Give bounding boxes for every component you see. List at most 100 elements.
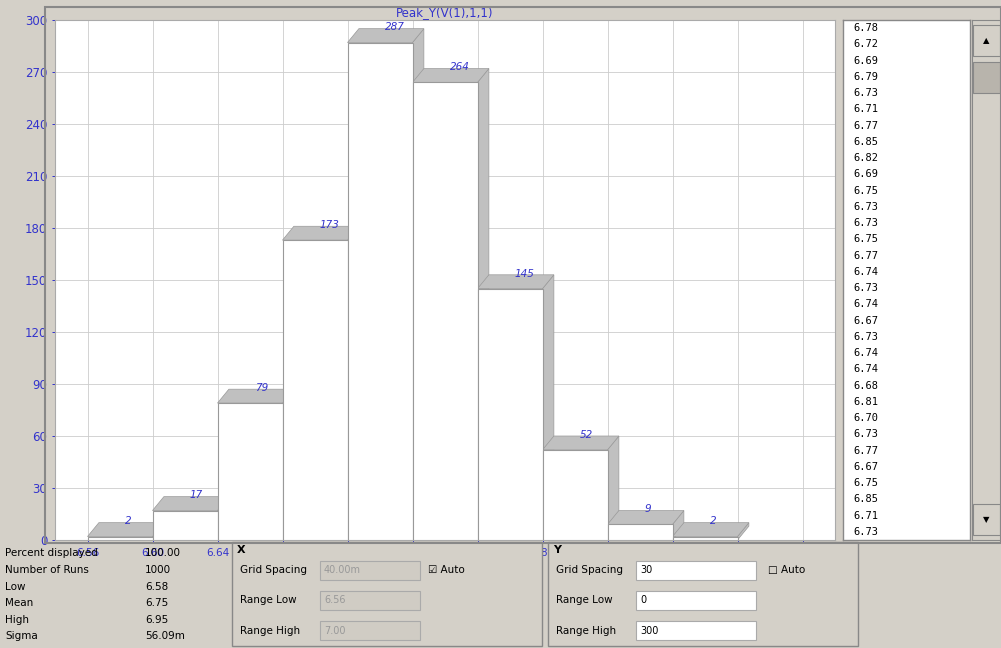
- Polygon shape: [608, 436, 619, 540]
- Text: 56.09m: 56.09m: [145, 631, 185, 642]
- Text: 2: 2: [710, 516, 716, 526]
- Text: 100.00: 100.00: [145, 548, 181, 559]
- Text: Range High: Range High: [240, 626, 300, 636]
- Text: 30: 30: [640, 565, 653, 575]
- Polygon shape: [87, 523, 164, 537]
- Bar: [608, 524, 673, 540]
- Text: High: High: [5, 615, 29, 625]
- Polygon shape: [347, 226, 359, 540]
- Text: 17: 17: [189, 491, 203, 500]
- Bar: [636, 621, 756, 640]
- Bar: [636, 591, 756, 610]
- Text: 79: 79: [254, 383, 268, 393]
- Text: 7.00: 7.00: [324, 626, 345, 636]
- Bar: [320, 561, 420, 580]
- Bar: [282, 240, 347, 540]
- Text: 6.75: 6.75: [145, 598, 168, 608]
- Text: ▼: ▼: [983, 515, 990, 524]
- Text: 6.69: 6.69: [853, 56, 878, 65]
- Polygon shape: [738, 523, 749, 540]
- Bar: [320, 621, 420, 640]
- Bar: [217, 403, 282, 540]
- Text: 6.77: 6.77: [853, 446, 878, 456]
- Text: ▲: ▲: [983, 36, 990, 45]
- Bar: [412, 82, 477, 540]
- Text: 6.77: 6.77: [853, 251, 878, 260]
- Text: Low: Low: [5, 581, 25, 592]
- Text: Range Low: Range Low: [556, 596, 613, 605]
- Text: 264: 264: [449, 62, 469, 73]
- Text: 287: 287: [384, 23, 404, 32]
- Text: 6.75: 6.75: [853, 478, 878, 488]
- Text: 6.67: 6.67: [853, 462, 878, 472]
- Polygon shape: [217, 389, 294, 403]
- Bar: [320, 591, 420, 610]
- Bar: [548, 542, 858, 646]
- Text: □ Auto: □ Auto: [768, 565, 805, 575]
- Text: 6.79: 6.79: [853, 72, 878, 82]
- Text: 6.69: 6.69: [853, 169, 878, 179]
- Bar: [347, 43, 412, 540]
- Text: 9: 9: [645, 504, 652, 515]
- Bar: [973, 503, 1000, 535]
- Text: 6.73: 6.73: [853, 430, 878, 439]
- Polygon shape: [673, 523, 749, 537]
- Title: Peak_Y(V(1),1,1): Peak_Y(V(1),1,1): [396, 6, 493, 19]
- Text: 6.73: 6.73: [853, 88, 878, 98]
- Bar: [673, 537, 738, 540]
- Text: 6.73: 6.73: [853, 283, 878, 293]
- Text: 6.74: 6.74: [853, 364, 878, 375]
- Polygon shape: [608, 511, 684, 524]
- Bar: [636, 561, 756, 580]
- Text: 6.95: 6.95: [145, 615, 168, 625]
- Text: 0: 0: [640, 596, 646, 605]
- Text: 52: 52: [580, 430, 593, 440]
- Text: 40.00m: 40.00m: [324, 565, 361, 575]
- Polygon shape: [673, 511, 684, 540]
- Polygon shape: [217, 496, 229, 540]
- Polygon shape: [152, 523, 164, 540]
- Text: 6.58: 6.58: [145, 581, 168, 592]
- Text: 6.74: 6.74: [853, 348, 878, 358]
- Text: ☑ Auto: ☑ Auto: [428, 565, 464, 575]
- Text: Grid Spacing: Grid Spacing: [556, 565, 623, 575]
- Text: Mean: Mean: [5, 598, 33, 608]
- Polygon shape: [543, 436, 619, 450]
- Text: 6.73: 6.73: [853, 202, 878, 212]
- Polygon shape: [152, 496, 229, 511]
- Text: 6.56: 6.56: [324, 596, 345, 605]
- Bar: [87, 537, 152, 540]
- Text: 6.85: 6.85: [853, 137, 878, 147]
- Polygon shape: [477, 275, 554, 288]
- Text: Y: Y: [553, 545, 561, 555]
- Text: 6.82: 6.82: [853, 153, 878, 163]
- Bar: [152, 511, 217, 540]
- Text: 6.74: 6.74: [853, 267, 878, 277]
- Polygon shape: [412, 29, 423, 540]
- Text: Percent displayed: Percent displayed: [5, 548, 98, 559]
- Bar: [973, 62, 1000, 93]
- Text: Grid Spacing: Grid Spacing: [240, 565, 307, 575]
- Polygon shape: [347, 29, 423, 43]
- Bar: [232, 542, 542, 646]
- Text: 6.78: 6.78: [853, 23, 878, 33]
- Text: 6.75: 6.75: [853, 235, 878, 244]
- Polygon shape: [282, 389, 294, 540]
- Text: Range Low: Range Low: [240, 596, 296, 605]
- Text: 6.71: 6.71: [853, 511, 878, 520]
- Text: 6.68: 6.68: [853, 380, 878, 391]
- Text: 6.74: 6.74: [853, 299, 878, 309]
- Polygon shape: [412, 69, 488, 82]
- Polygon shape: [282, 226, 359, 240]
- Text: 300: 300: [640, 626, 659, 636]
- Text: X: X: [237, 545, 245, 555]
- Text: 6.73: 6.73: [853, 527, 878, 537]
- Bar: [973, 25, 1000, 56]
- Text: 6.77: 6.77: [853, 121, 878, 131]
- Polygon shape: [543, 275, 554, 540]
- Text: 6.73: 6.73: [853, 332, 878, 342]
- Text: 6.67: 6.67: [853, 316, 878, 326]
- Polygon shape: [477, 69, 488, 540]
- Text: Range High: Range High: [556, 626, 617, 636]
- Text: 6.71: 6.71: [853, 104, 878, 115]
